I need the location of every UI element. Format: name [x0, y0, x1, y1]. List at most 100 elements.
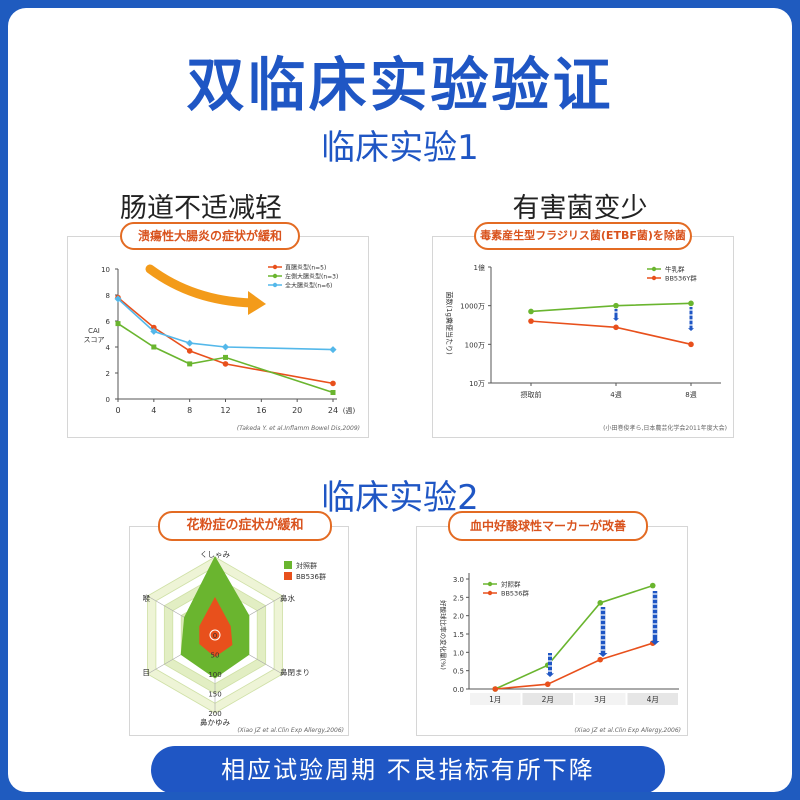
chart2-source: (小田巻俊孝ら,日本農芸化学会2011年度大会) — [603, 424, 727, 432]
chart4-y-tick-label: 0.5 — [453, 668, 464, 676]
chart1-x-tick-label: 20 — [292, 406, 302, 415]
chart4-legend-label: BB536群 — [501, 589, 529, 598]
chart1-x-tick-label: 0 — [115, 406, 120, 415]
chart1-series-line — [117, 296, 334, 385]
chart2-legend-marker — [651, 266, 657, 272]
chart2-data-point — [688, 300, 694, 307]
chart3-center — [209, 629, 221, 641]
chart3-series-area — [199, 596, 233, 658]
chart1-legend-marker — [272, 264, 278, 270]
chart2-decrease-arrow — [613, 309, 619, 321]
chart3-legend-swatch — [284, 561, 292, 569]
chart4-data-point — [597, 656, 604, 663]
chart1-data-point — [221, 343, 230, 351]
chart4-legend-marker — [487, 590, 493, 596]
chart1-panel: 0 2 4 6 8 10 0 4 8 12 16 20 24 (週) CAI スコア 直腸炎型(n=5) 左側大腸… — [67, 236, 369, 438]
chart2-decrease-arrow — [688, 307, 694, 331]
chart1-trend-arrowhead — [248, 291, 266, 315]
chart1-ylabel: CAI — [88, 327, 100, 335]
chart1-y-tick-label: 10 — [101, 266, 110, 274]
chart3-panel: 0 50 100 150 200 くしゃみ 鼻水 鼻閉まり 鼻かゆみ 目 喉 対照群 BB536群 (Xi… — [129, 526, 349, 736]
chart2-y-tick-label: 1000万 — [460, 303, 485, 311]
card: 双临床实验验证 临床实验1 肠道不适减轻 有害菌变少 0 2 4 6 8 10 0 4 8 12 1… — [8, 8, 792, 792]
chart1-data-point — [186, 339, 194, 347]
chart3-r-tick-label: 200 — [208, 710, 221, 718]
chart3-legend-label: BB536群 — [296, 572, 326, 581]
chart4-x-band — [522, 693, 573, 705]
chart1-data-point — [151, 344, 157, 350]
chart2-y-tick-label: 10万 — [469, 380, 485, 388]
chart2-x-tick-label: 摂取前 — [521, 390, 542, 399]
chart1-x-tick-label: 16 — [256, 406, 266, 415]
chart3-title: 花粉症の症状が緩和 — [158, 511, 332, 541]
chart3-axis-label: 目 — [143, 668, 151, 677]
chart4-data-point — [492, 686, 499, 692]
chart4-data-point — [597, 600, 604, 606]
chart4-x-tick-label: 1月 — [489, 695, 501, 704]
chart4-x-tick-label: 4月 — [647, 695, 659, 704]
chart2-title: 毒素産生型フラジリス菌(ETBF菌)を除菌 — [474, 222, 692, 250]
chart1-y-tick-label: 2 — [106, 370, 110, 378]
chart1-legend-marker — [272, 282, 278, 288]
chart4-x-band — [470, 693, 521, 705]
page-title: 双临床实验验证 — [186, 51, 614, 119]
chart1-data-point — [223, 354, 228, 360]
chart1-data-point — [150, 327, 158, 335]
chart1-data-point — [222, 361, 229, 367]
chart1-x-tick-label: 24 — [328, 406, 338, 415]
chart1-y-tick-label: 6 — [106, 318, 111, 326]
chart2-y-tick-label: 100万 — [465, 341, 485, 349]
chart1-data-point — [330, 380, 336, 387]
chart2-series-line — [530, 320, 692, 346]
chart2-ylabel: 菌数(1g糞便当たり) — [445, 291, 454, 355]
chart1-data-point — [186, 348, 193, 354]
chart2-x-tick-label: 8週 — [685, 390, 696, 399]
chart2-x-tick-label: 4週 — [610, 390, 621, 399]
chart4-ylabel: 好酸球比率の変化量(%) — [439, 600, 448, 670]
chart3-source: (Xiao JZ et al.Clin Exp Allergy,2006) — [237, 727, 344, 734]
chart1-legend-label: 直腸炎型(n=5) — [285, 264, 326, 272]
chart1-y-tick-label: 8 — [106, 292, 110, 300]
chart4-y-tick-label: 3.0 — [453, 576, 464, 584]
chart4-series-line — [494, 584, 653, 690]
trial2-heading: 临床实验2 — [321, 478, 479, 518]
chart4-y-tick-label: 2.5 — [453, 594, 464, 602]
chart1-ylabel: スコア — [84, 336, 105, 344]
chart1-data-point — [115, 321, 121, 327]
chart4-data-point — [649, 582, 656, 589]
chart1-legend-marker — [272, 273, 278, 279]
chart3-r-tick-label: 150 — [208, 691, 221, 699]
chart4-y-tick-label: 2.0 — [453, 613, 464, 621]
chart2-data-point — [613, 302, 619, 309]
chart3-legend-swatch — [284, 572, 292, 580]
chart2-legend-label: 牛乳群 — [665, 265, 685, 274]
trial1-heading: 临床实验1 — [321, 128, 479, 168]
chart1-trend-arrow — [145, 264, 257, 308]
chart1-x-tick-label: 4 — [151, 406, 156, 415]
chart2-series-line — [530, 302, 692, 313]
chart4-legend-marker — [487, 581, 493, 587]
chart4-y-tick-label: 1.5 — [453, 631, 464, 639]
chart2-legend-label: BB536Y群 — [665, 274, 697, 283]
chart3-axis-label: くしゃみ — [200, 550, 230, 559]
chart1-y-tick-label: 0 — [106, 396, 110, 404]
chart4-series-line — [495, 642, 653, 690]
chart4-x-band — [575, 693, 626, 705]
chart4-svg: 0.0 0.5 1.0 1.5 2.0 2.5 3.0 1月 2月 3月 4月 好酸球比率の変化量(%… — [439, 573, 681, 734]
chart1-title: 溃瘍性大腸炎の症状が緩和 — [120, 222, 300, 250]
chart2-data-point — [528, 308, 534, 315]
chart2-data-point — [688, 341, 694, 348]
chart2-subtitle: 有害菌变少 — [512, 193, 648, 224]
bottom-banner: 相应试验周期 不良指标有所下降 — [151, 746, 665, 792]
chart2-y-tick-label: 1億 — [474, 263, 485, 272]
chart1-x-unit: (週) — [343, 406, 356, 415]
chart4-x-tick-label: 2月 — [542, 695, 554, 704]
chart4-data-point — [544, 681, 551, 688]
chart3-r-tick-label: 100 — [208, 671, 221, 679]
chart1-y-tick-label: 4 — [106, 344, 111, 352]
chart3-axis-label: 鼻水 — [280, 593, 295, 603]
chart4-x-tick-label: 3月 — [594, 695, 606, 704]
chart4-panel: 0.0 0.5 1.0 1.5 2.0 2.5 3.0 1月 2月 3月 4月 好酸球比率の変化量(%… — [416, 526, 688, 736]
